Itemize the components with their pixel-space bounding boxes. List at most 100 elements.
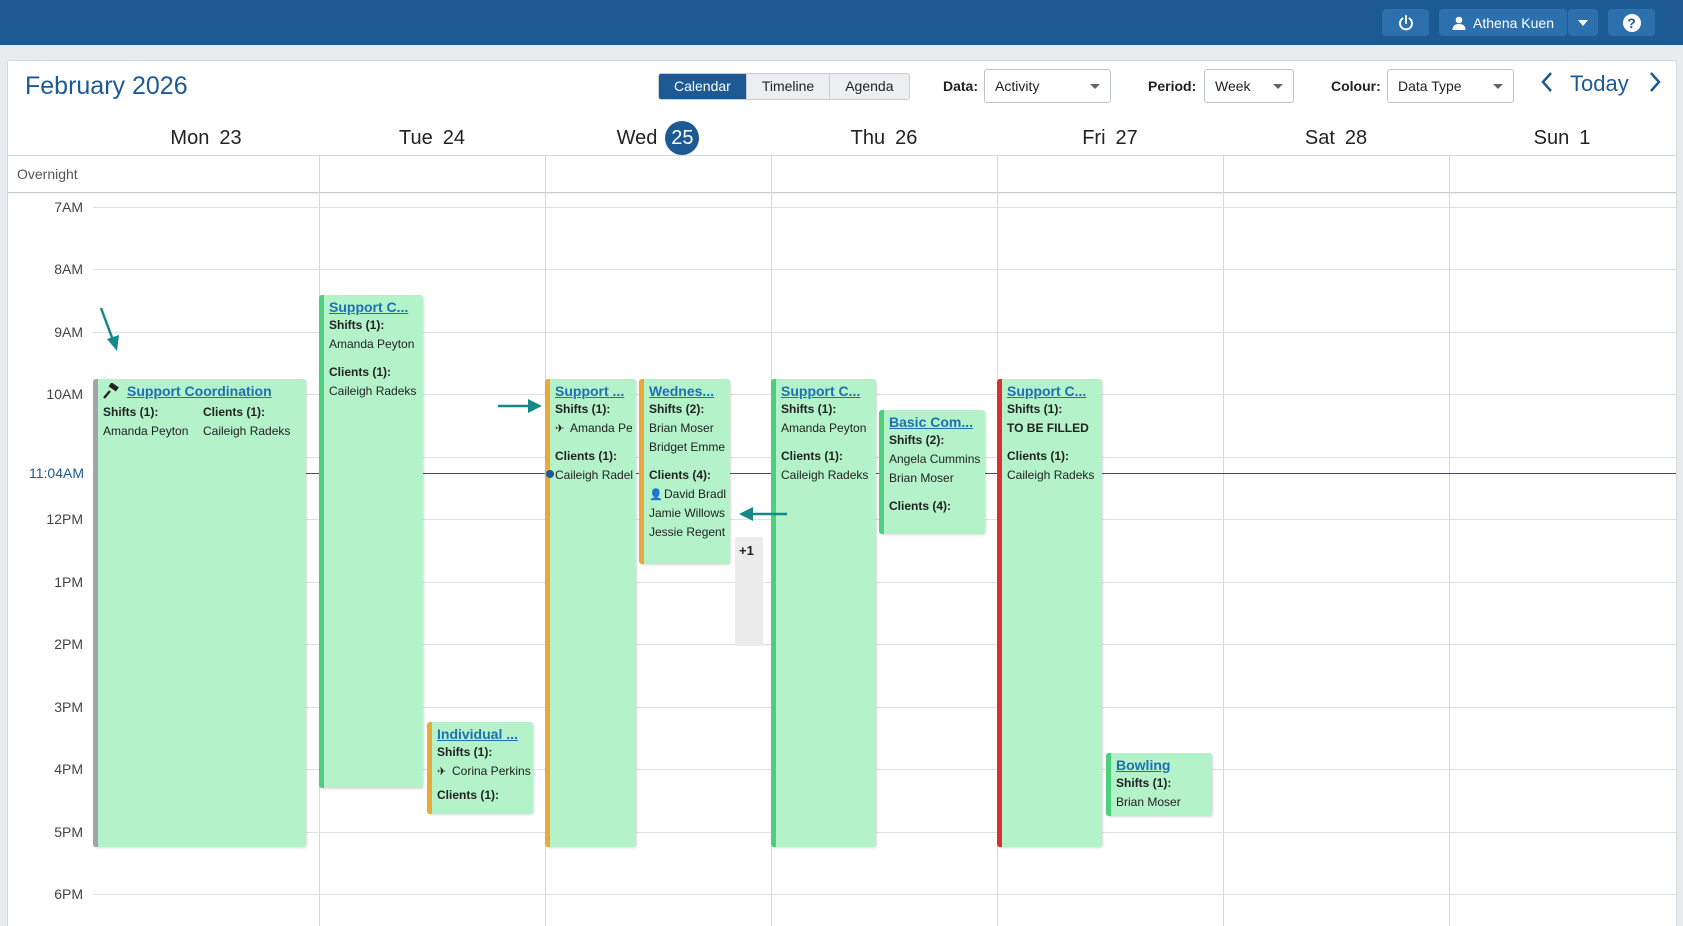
client-person: 👤David Bradl [649, 487, 730, 501]
event-card-support-coordination[interactable]: Support C... Shifts (1): TO BE FILLED Cl… [997, 379, 1102, 847]
clients-label: Clients (1): [1007, 449, 1070, 463]
event-card-bowling[interactable]: Bowling Shifts (1): Brian Moser [1106, 753, 1212, 816]
current-time-label: 11:04AM [29, 465, 84, 481]
caret-down-icon [1090, 84, 1100, 89]
event-title-link[interactable]: Support C... [1007, 383, 1087, 399]
hour-line [93, 894, 1676, 895]
day-header-wed[interactable]: Wed 25 [545, 121, 771, 155]
hour-label: 9AM [54, 324, 83, 340]
event-title-link[interactable]: Support Coordination [127, 383, 272, 399]
colour-label: Colour: [1331, 78, 1381, 94]
hour-label: 8AM [54, 261, 83, 277]
user-dropdown-button[interactable] [1568, 9, 1598, 36]
shifts-label: Shifts (1): [555, 402, 611, 416]
day-header-fri[interactable]: Fri 27 [997, 121, 1223, 155]
more-events-button[interactable]: +1 [735, 537, 763, 646]
column-divider [1449, 155, 1450, 926]
chevron-right-icon [1650, 72, 1661, 92]
calendar-panel: February 2026 Calendar Timeline Agenda D… [7, 60, 1677, 926]
chevron-left-icon [1541, 72, 1552, 92]
day-name: Wed [616, 126, 658, 149]
annotation-arrow-icon [99, 307, 119, 351]
event-card-support-coordination[interactable]: Support C... Shifts (1): Amanda Peyton C… [319, 295, 423, 788]
clients-label: Clients (1): [329, 365, 392, 379]
plane-icon: ✈ [555, 423, 565, 435]
hour-label: 7AM [54, 199, 83, 215]
hour-line [93, 769, 1676, 770]
event-card-basic-community[interactable]: Basic Com... Shifts (2): Angela Cummins … [879, 410, 985, 534]
current-time-dot [546, 470, 554, 478]
day-name: Tue [399, 126, 433, 149]
event-title-link[interactable]: Support C... [781, 383, 861, 399]
hour-label: 6PM [54, 886, 83, 902]
overnight-label: Overnight [17, 166, 78, 182]
day-header-tue[interactable]: Tue 24 [319, 121, 545, 155]
shift-person: Brian Moser [889, 471, 954, 485]
hour-line [93, 832, 1676, 833]
hour-line [93, 207, 1676, 208]
client-person: Caileigh Radeks [781, 468, 869, 482]
hour-label: 12PM [46, 511, 83, 527]
event-color-bar [1106, 753, 1111, 816]
period-select[interactable]: Week [1204, 69, 1294, 103]
clients-label: Clients (1): [437, 788, 500, 802]
event-card-wednesday[interactable]: Wednes... Shifts (2): Brian Moser Bridge… [639, 379, 730, 564]
colour-select[interactable]: Data Type [1387, 69, 1514, 103]
event-color-bar [545, 379, 550, 847]
event-title-link[interactable]: Support C... [329, 299, 409, 315]
shift-person-name: Amanda Pe [570, 421, 633, 435]
next-week-button[interactable] [1648, 71, 1662, 100]
hour-label: 10AM [46, 386, 83, 402]
hour-line [93, 394, 1676, 395]
user-menu-button[interactable]: Athena Kuen [1439, 9, 1567, 36]
tab-calendar[interactable]: Calendar [659, 74, 746, 99]
shifts-label: Shifts (1): [1116, 776, 1172, 790]
user-x-icon: 👤 [649, 489, 663, 501]
shift-person: Bridget Emme [649, 440, 726, 454]
caret-down-icon [1578, 19, 1588, 26]
help-button[interactable]: ? [1608, 9, 1655, 36]
client-person: Caileigh Radeks [1007, 468, 1095, 482]
event-card-support-coordination[interactable]: Support ... Shifts (1): ✈ Amanda Pe Clien… [545, 379, 636, 847]
shift-person-name: Corina Perkins [452, 764, 531, 778]
day-number: 24 [442, 126, 465, 149]
event-title-link[interactable]: Bowling [1116, 757, 1171, 773]
clients-label: Clients (1): [555, 449, 618, 463]
shift-person: ✈ Corina Perkins [437, 764, 533, 778]
period-select-value: Week [1215, 78, 1251, 94]
day-header-sat[interactable]: Sat 28 [1223, 121, 1449, 155]
event-title-link[interactable]: Basic Com... [889, 414, 974, 430]
power-icon [1398, 14, 1413, 30]
day-header-sun[interactable]: Sun 1 [1449, 121, 1675, 155]
event-card-support-coordination[interactable]: Support C... Shifts (1): Amanda Peyton C… [771, 379, 876, 847]
clients-label: Clients (4): [889, 499, 952, 513]
data-select[interactable]: Activity [984, 69, 1111, 103]
today-button[interactable]: Today [1570, 71, 1629, 96]
client-person: Caileigh Radeks [203, 424, 291, 438]
clients-label: Clients (4): [649, 468, 712, 482]
data-select-value: Activity [995, 78, 1040, 94]
day-header-mon[interactable]: Mon 23 [93, 121, 319, 155]
event-title-link[interactable]: Individual ... [437, 726, 518, 742]
annotation-arrow-icon [739, 507, 787, 521]
shift-person: Amanda Peyton [329, 337, 415, 351]
prev-week-button[interactable] [1540, 71, 1554, 100]
day-name: Sat [1304, 126, 1335, 149]
event-card-individual[interactable]: Individual ... Shifts (1): ✈ Corina Perki… [427, 722, 533, 814]
top-bar: Athena Kuen ? [0, 0, 1683, 45]
clients-label: Clients (1): [781, 449, 844, 463]
hour-line [93, 707, 1676, 708]
event-title-link[interactable]: Support ... [555, 383, 625, 399]
hour-line [93, 269, 1676, 270]
day-header-thu[interactable]: Thu 26 [771, 121, 997, 155]
tab-agenda[interactable]: Agenda [829, 74, 909, 99]
client-person-name: David Bradl [664, 487, 727, 501]
event-card-support-coordination[interactable]: Support Coordination Shifts (1): Amanda … [93, 379, 306, 847]
event-title-link[interactable]: Wednes... [649, 383, 715, 399]
power-button[interactable] [1382, 9, 1429, 36]
tab-timeline[interactable]: Timeline [745, 74, 830, 99]
shift-person: Amanda Peyton [103, 424, 189, 438]
clients-label: Clients (1): [203, 405, 266, 419]
day-number: 23 [219, 126, 242, 149]
plane-icon: ✈ [437, 766, 447, 778]
